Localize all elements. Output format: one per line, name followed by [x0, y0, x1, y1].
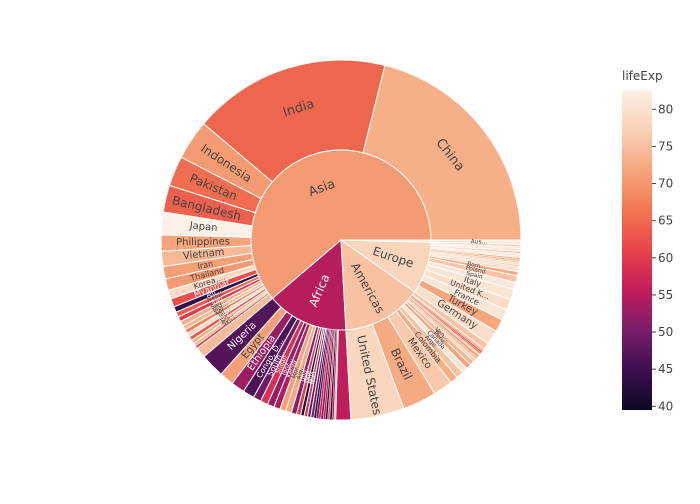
colorbar: lifeExp 40 45 50 55 60 65 70 75 80 — [622, 69, 673, 413]
label-philippines: Philippines — [176, 236, 230, 248]
colorbar-tick-label: 80 — [658, 102, 673, 116]
label-iraq: Iraq — [210, 295, 224, 307]
sector-new-zealand[interactable] — [430, 239, 522, 241]
sector-china[interactable] — [362, 64, 522, 241]
sector-india[interactable] — [202, 59, 386, 183]
colorbar-tick-label: 45 — [658, 362, 673, 376]
label-uganda: Uga... — [299, 364, 310, 383]
label-japan: Japan — [188, 220, 218, 234]
label-algeria: Alg... — [295, 364, 306, 381]
colorbar-gradient — [622, 90, 652, 410]
colorbar-tick-label: 60 — [658, 251, 673, 265]
label-mozambique: Moz... — [306, 365, 317, 384]
label-spain: Spain — [465, 270, 483, 281]
colorbar-tick-label: 70 — [658, 177, 673, 191]
label-ghana: Gha... — [303, 365, 314, 384]
label-romania: Rom... — [466, 261, 486, 271]
label-vietnam: Vietnam — [182, 247, 225, 262]
colorbar-tick-label: 75 — [658, 139, 673, 153]
label-madagascar: Mad... — [309, 366, 319, 385]
label-australia: Aus... — [471, 238, 488, 245]
colorbar-tick-label: 55 — [658, 288, 673, 302]
label-poland: Poland — [465, 264, 486, 275]
colorbar-title: lifeExp — [622, 69, 663, 83]
colorbar-tick-label: 65 — [658, 214, 673, 228]
sunburst-rings — [160, 59, 522, 421]
colorbar-tick-label: 40 — [658, 399, 673, 413]
label-morocco: Mor... — [290, 362, 302, 380]
label-iran: Iran — [197, 259, 214, 271]
colorbar-ticks: 40 45 50 55 60 65 70 75 80 — [652, 102, 673, 413]
colorbar-tick-label: 50 — [658, 325, 673, 339]
